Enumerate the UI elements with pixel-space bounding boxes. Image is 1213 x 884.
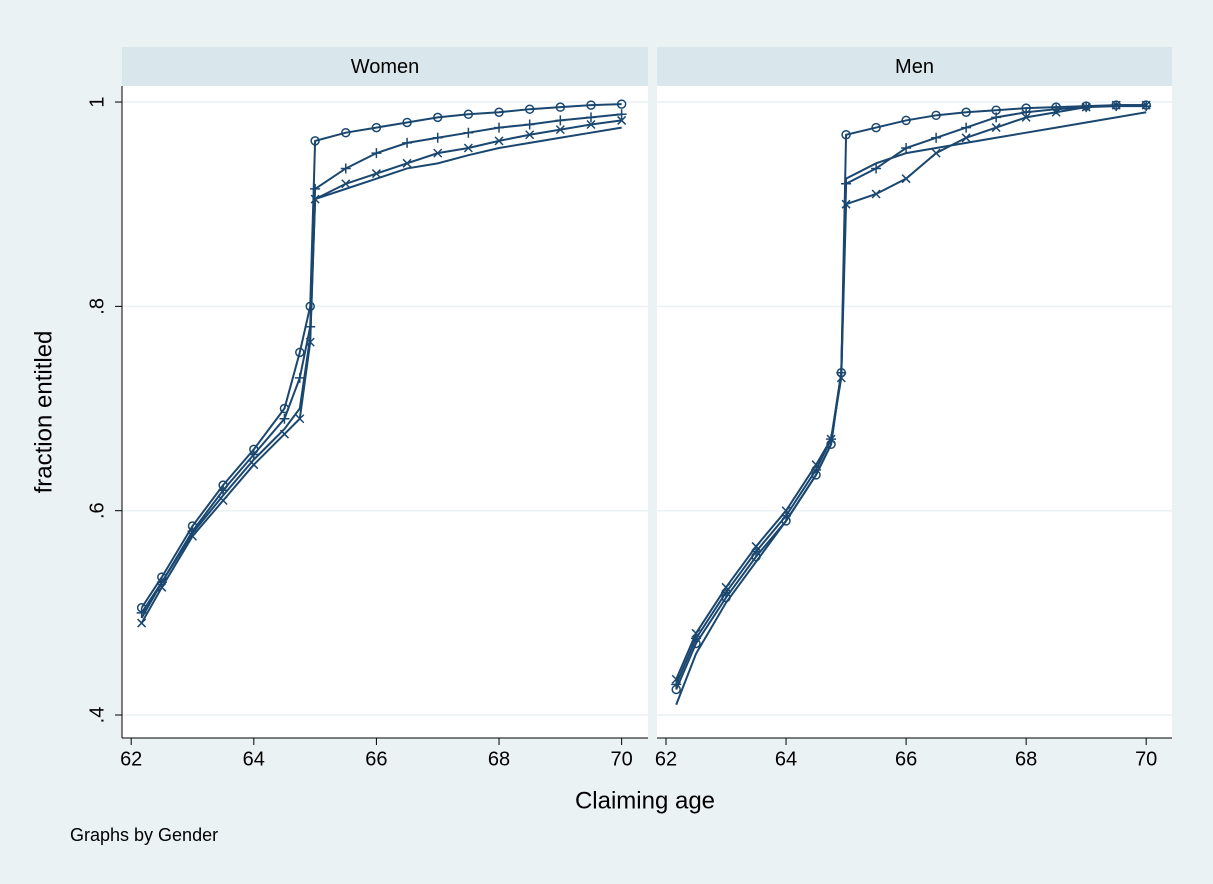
marker: [586, 100, 596, 110]
x-tick-label: 64: [243, 748, 265, 770]
plot-area: [122, 86, 648, 738]
marker: [931, 148, 941, 158]
marker: [433, 148, 443, 158]
x-tick-label: 66: [365, 748, 387, 770]
marker: [157, 582, 167, 592]
marker: [555, 125, 565, 135]
marker: [555, 102, 566, 112]
marker: [371, 122, 382, 133]
marker: [1141, 100, 1151, 110]
marker: [1111, 100, 1121, 110]
note: Graphs by Gender: [70, 825, 218, 845]
marker: [871, 122, 881, 133]
marker: [137, 618, 147, 628]
marker: [463, 127, 474, 138]
marker: [341, 127, 351, 138]
marker: [494, 122, 505, 133]
series-line: [140, 103, 622, 609]
y-tick-label: 1: [86, 96, 108, 107]
panel-title: Women: [351, 56, 420, 78]
marker: [1081, 102, 1091, 112]
panel-header: [657, 47, 1172, 86]
marker: [432, 132, 443, 143]
x-tick-label: 62: [120, 748, 142, 770]
marker: [871, 189, 881, 199]
x-tick-label: 70: [611, 748, 633, 770]
marker: [555, 115, 566, 126]
marker: [1051, 107, 1061, 117]
marker: [1021, 112, 1031, 122]
marker: [524, 119, 535, 130]
y-tick-label: .4: [86, 707, 108, 724]
marker: [340, 163, 351, 174]
y-tick-label: .6: [86, 502, 108, 519]
x-tick-label: 68: [1015, 748, 1037, 770]
marker: [671, 674, 681, 684]
marker: [616, 99, 627, 109]
x-tick-label: 62: [655, 748, 677, 770]
marker: [494, 107, 504, 118]
marker: [402, 158, 412, 168]
marker: [432, 112, 443, 123]
marker: [295, 414, 305, 424]
marker: [781, 506, 791, 516]
series-line: [675, 111, 1147, 706]
marker: [402, 137, 413, 148]
x-tick-label: 68: [488, 748, 510, 770]
marker: [991, 112, 1002, 123]
marker: [961, 133, 971, 143]
marker: [248, 449, 259, 460]
marker: [295, 347, 305, 358]
marker: [961, 107, 971, 118]
marker: [341, 179, 351, 189]
marker: [961, 122, 972, 133]
marker: [279, 413, 290, 424]
marker: [494, 136, 504, 146]
panel-header: [122, 47, 648, 86]
marker: [671, 679, 682, 690]
marker: [586, 119, 596, 130]
marker: [371, 169, 381, 179]
marker: [751, 541, 761, 551]
x-tick-label: 66: [895, 748, 917, 770]
x-tick-label: 64: [775, 748, 797, 770]
x-axis-title: Claiming age: [575, 787, 715, 814]
marker: [371, 148, 382, 159]
marker: [901, 115, 911, 126]
marker: [721, 582, 731, 592]
marker: [841, 129, 851, 140]
marker: [991, 123, 1001, 133]
marker: [691, 628, 701, 638]
marker: [524, 104, 535, 114]
marker: [310, 183, 321, 194]
plot-area: [657, 86, 1172, 738]
marker: [463, 109, 474, 120]
marker: [310, 136, 320, 146]
marker: [931, 110, 941, 121]
y-tick-label: .8: [86, 298, 108, 315]
panel-title: Men: [895, 56, 934, 78]
x-tick-label: 70: [1135, 748, 1157, 770]
marker: [901, 174, 911, 184]
marker: [525, 130, 535, 140]
series-line: [140, 126, 622, 619]
marker: [402, 117, 412, 128]
marker: [1021, 107, 1032, 118]
marker: [931, 132, 942, 143]
y-axis-title: fraction entitled: [30, 331, 57, 494]
marker: [294, 372, 305, 383]
marker: [463, 143, 473, 153]
marker: [901, 143, 912, 154]
marker: [617, 115, 627, 125]
marker: [585, 112, 596, 123]
marker: [616, 109, 627, 120]
marker: [871, 163, 882, 174]
